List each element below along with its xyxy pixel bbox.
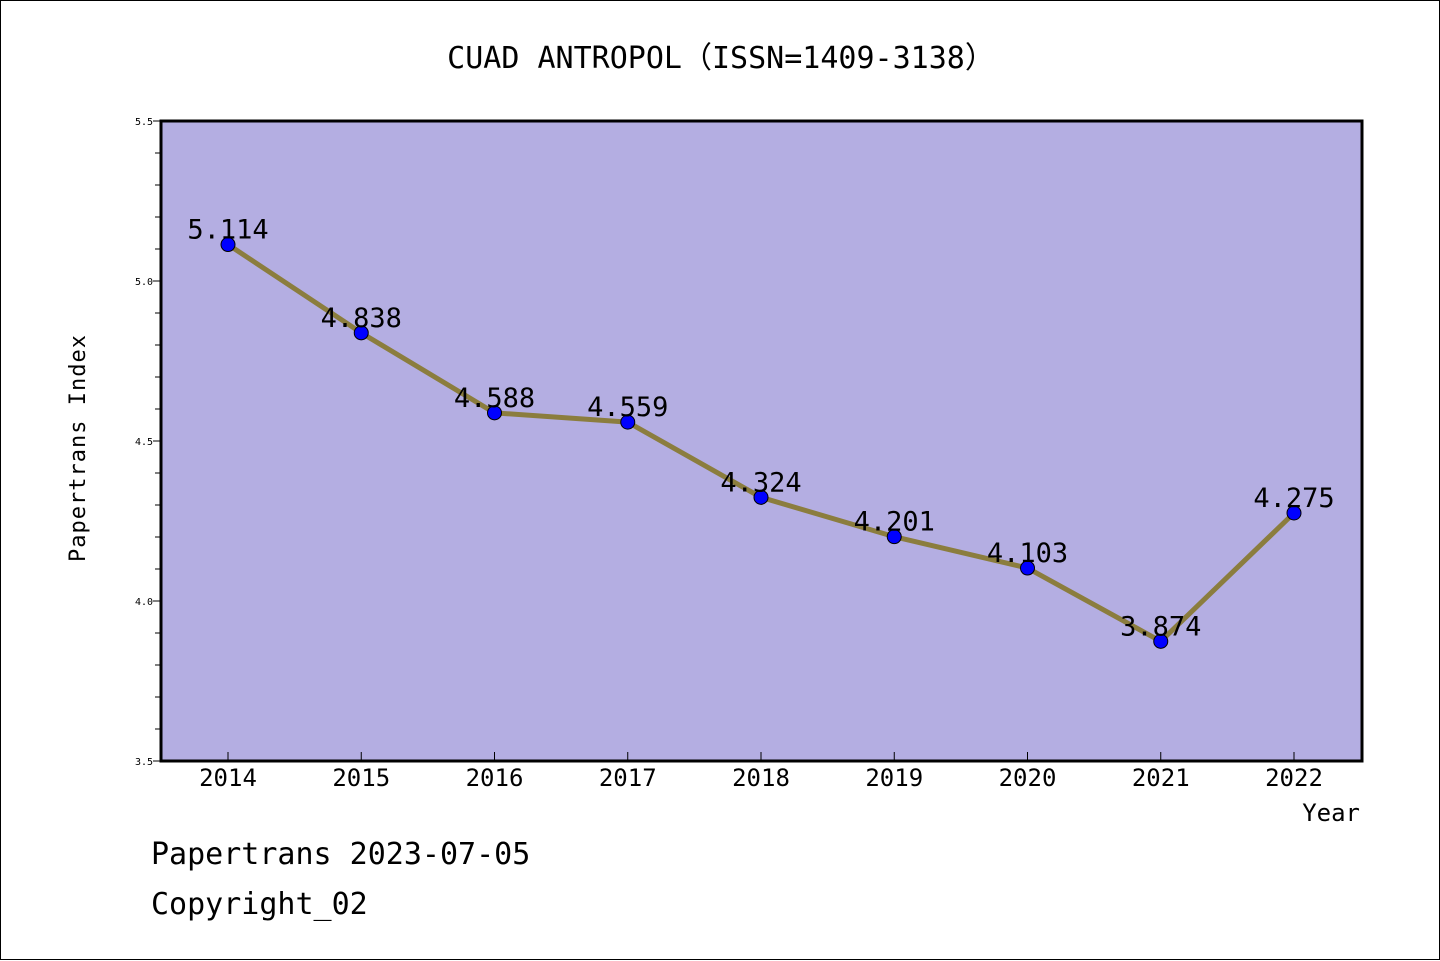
y-tick-label: 4.0 [135,597,153,608]
footer-date: Papertrans 2023-07-05 [151,837,531,872]
data-label: 4.588 [454,383,535,414]
data-label: 4.838 [321,303,402,334]
x-tick-label: 2015 [332,764,390,792]
data-point [1153,633,1169,649]
data-label: 4.275 [1253,483,1334,514]
x-axis-label: Year [1302,799,1360,827]
data-point [1286,505,1302,521]
data-point [487,405,502,421]
data-point [886,529,902,545]
data-label: 4.324 [720,467,801,498]
data-label: 4.559 [587,392,668,423]
x-tick-label: 2022 [1265,764,1323,792]
x-tick-label: 2021 [1132,764,1190,792]
x-axis-ticks: 2014 2015 2016 2017 2018 2019 2020 2021 2022 [199,752,1323,792]
y-tick-label: 5.5 [135,117,153,128]
y-axis-label: Papertrans Index [66,334,91,562]
data-label: 4.201 [854,507,935,538]
x-tick-label: 2016 [466,764,524,792]
data-label: 4.103 [987,538,1068,569]
data-point [753,489,769,505]
x-tick-label: 2020 [999,764,1057,792]
data-label: 3.874 [1120,611,1201,642]
x-tick-label: 2014 [199,764,257,792]
y-tick-label: 4.5 [135,437,153,448]
series-markers [220,237,1302,649]
data-point [1020,560,1035,576]
plot-border [159,119,1364,763]
y-tick-label: 3.5 [135,757,153,768]
data-point [353,325,369,341]
footer-copyright: Copyright_02 [151,887,368,922]
chart-title: CUAD ANTROPOL（ISSN=1409-3138） [447,41,995,76]
data-labels: 5.114 4.838 4.588 4.559 4.324 4.201 4.103 3.874… [187,215,1334,643]
y-tick-label: 5.0 [135,277,153,288]
data-point [620,414,636,430]
plot-area [161,121,1362,761]
data-label: 5.114 [187,215,268,246]
x-tick-label: 2019 [865,764,923,792]
data-point [220,237,236,253]
x-tick-label: 2018 [732,764,790,792]
x-tick-label: 2017 [599,764,657,792]
y-axis-ticks: 3.5 4.0 4.5 5.0 5.5 [135,117,161,768]
